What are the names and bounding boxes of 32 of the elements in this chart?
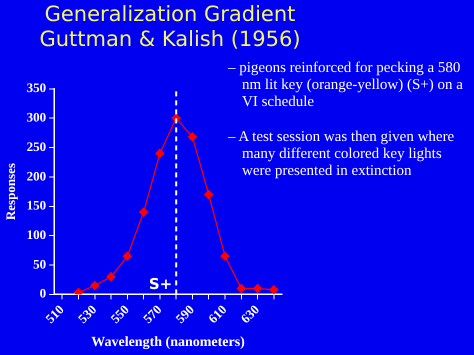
point <box>122 252 132 261</box>
x-tick-label: 610 <box>205 302 230 326</box>
x-tick-label: 590 <box>172 302 197 326</box>
point <box>106 272 116 282</box>
y-tick-label: 200 <box>26 168 46 184</box>
y-tick-label: 0 <box>40 286 46 301</box>
annotation: – A test session was then given where many different colored key lights were presented in extinction <box>228 129 456 180</box>
x-tick-label: 510 <box>42 302 67 326</box>
x-axis-title: Wavelength (nanometers) <box>91 335 246 350</box>
ref-line-label: S+ <box>148 274 172 293</box>
y-tick-label: 150 <box>26 198 46 213</box>
point <box>188 132 198 142</box>
point <box>252 284 262 294</box>
point <box>90 280 100 290</box>
point <box>155 148 165 158</box>
y-tick-label: 100 <box>26 227 46 242</box>
x-tick-label: 570 <box>140 302 164 326</box>
y-tick-label: 250 <box>26 138 46 154</box>
y-axis-title: Responses <box>3 163 18 220</box>
y-tick-label: 50 <box>33 256 46 272</box>
x-tick-label: 530 <box>74 302 100 326</box>
y-tick-label: 350 <box>26 80 46 96</box>
point <box>204 190 214 200</box>
point <box>139 208 148 217</box>
chart-title: Generalization Gradient Guttman & Kalish (1956) <box>38 2 302 52</box>
y-tick-label: 300 <box>26 110 46 125</box>
point <box>269 285 278 294</box>
point <box>220 252 230 261</box>
annotation: – pigeons reinforced for pecking a 580 nm lit key (orange-yellow) (S+) on a VI schedule <box>228 60 464 111</box>
x-tick-label: 630 <box>238 302 262 326</box>
x-tick-label: 550 <box>107 302 132 326</box>
point <box>236 284 246 294</box>
